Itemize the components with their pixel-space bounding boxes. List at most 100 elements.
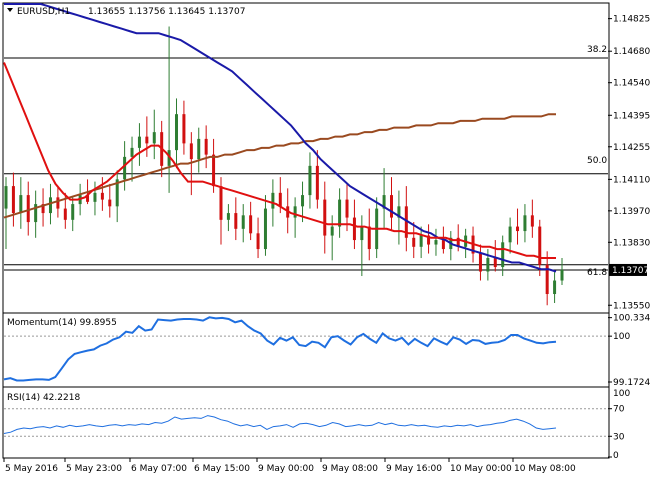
candle-body [226, 213, 230, 220]
current-price-box [609, 263, 647, 276]
candle-body [382, 195, 386, 209]
candle-body [360, 226, 364, 241]
candle [204, 125, 208, 169]
price-tick-label: 1.14825 [613, 15, 650, 25]
candle-body [352, 217, 356, 241]
candle-body [345, 199, 349, 218]
candle [175, 98, 179, 169]
candle-body [397, 206, 401, 218]
candle [330, 215, 334, 261]
candle-body [516, 226, 520, 232]
candle [263, 195, 267, 256]
candle [315, 150, 319, 209]
candle-body [71, 204, 75, 220]
candle-body [175, 114, 179, 151]
candle-body [530, 215, 534, 227]
candle [412, 222, 416, 259]
candle-body [108, 199, 112, 207]
candle-body [93, 192, 97, 202]
candle [241, 204, 245, 243]
candle-body [4, 186, 8, 209]
candle-body [56, 197, 60, 209]
candle-body [412, 237, 416, 247]
candle [323, 181, 327, 254]
candle [197, 127, 201, 173]
candle [100, 177, 104, 211]
candle-body [167, 150, 171, 166]
candle-body [367, 226, 371, 250]
candle [434, 228, 438, 256]
candle [167, 26, 171, 193]
candle [427, 224, 431, 254]
candle [34, 190, 38, 238]
time-tick-label: 9 May 08:00 [322, 464, 378, 474]
candle-body [389, 195, 393, 218]
candle [152, 109, 156, 160]
candle-body [26, 195, 30, 223]
candle-body [271, 192, 275, 209]
time-tick-label: 9 May 16:00 [386, 464, 442, 474]
candle [516, 208, 520, 245]
momentum-pane: 100.3343 100 99.1724 [3, 314, 650, 388]
fib-label-50: 50.0 [587, 156, 607, 166]
candle-body [553, 280, 557, 295]
candle [26, 181, 30, 236]
momentum-line [3, 316, 557, 382]
price-tick-label: 1.13970 [613, 207, 650, 217]
candle-body [63, 208, 67, 220]
rsi-tick-label: 30 [613, 432, 625, 442]
candle-body [123, 156, 127, 180]
candle [308, 152, 312, 209]
candle-body [256, 233, 260, 250]
rsi-tick-label: 100 [613, 389, 630, 399]
chart-ohlc: 1.13655 1.13756 1.13645 1.13707 [88, 7, 245, 17]
time-tick-label: 6 May 07:00 [131, 464, 187, 474]
chart-dropdown-triangle-icon[interactable] [7, 8, 13, 12]
candle-body [538, 226, 542, 265]
rsi-line [3, 415, 557, 434]
candle-body [486, 258, 490, 272]
price-tick-label: 1.14680 [613, 47, 650, 57]
candle-body [11, 186, 15, 214]
candle [501, 235, 505, 277]
candle-body [419, 235, 423, 247]
candle [338, 188, 342, 238]
momentum-tick-label: 100.3343 [613, 314, 650, 324]
candle-body [508, 226, 512, 243]
candle [419, 226, 423, 259]
candle [11, 172, 15, 227]
candle-body [338, 199, 342, 227]
candle [389, 177, 393, 232]
candle-body [560, 269, 564, 281]
candle [404, 186, 408, 252]
candle-body [523, 215, 527, 232]
candle-body [441, 240, 445, 250]
moving-averages [3, 3, 557, 273]
candle [478, 244, 482, 281]
candle [41, 188, 45, 227]
price-tick-label: 1.13550 [613, 301, 650, 311]
candle-body [115, 179, 119, 207]
candle-body [212, 154, 216, 187]
candle [493, 240, 497, 272]
candle-body [501, 242, 505, 268]
candle-body [301, 195, 305, 207]
candle-body [48, 197, 52, 214]
candle [397, 190, 401, 245]
candle-body [234, 213, 238, 229]
candle [219, 177, 223, 245]
candle [560, 258, 564, 286]
candle [249, 201, 253, 241]
candle-body [434, 240, 438, 245]
candle-body [330, 226, 334, 236]
rsi-label: RSI(14) 42.2218 [7, 393, 80, 403]
momentum-tick-label: 100 [613, 332, 630, 342]
candle-body [315, 165, 319, 200]
candle [137, 123, 141, 166]
candle-body [278, 192, 282, 207]
candle-body [219, 186, 223, 220]
rsi-pane: 70 30 0 100 [3, 389, 630, 461]
candle-body [182, 114, 186, 144]
